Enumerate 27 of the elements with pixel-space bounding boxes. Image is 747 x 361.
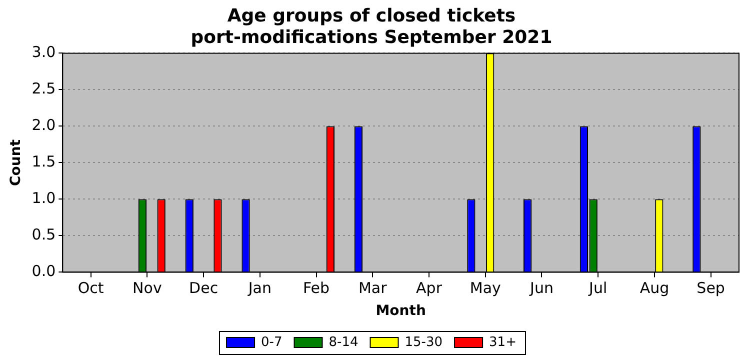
legend-label: 15-30 [404,334,443,350]
x-tick-label: Jan [247,279,272,298]
legend-label: 8-14 [328,334,358,350]
x-tick-label: Apr [416,279,443,298]
chart-title: Age groups of closed tickets [227,5,516,26]
y-tick-label: 0.0 [32,262,56,280]
chart-subtitle: port-modifications September 2021 [190,27,552,48]
x-tick-label: Jun [529,279,554,298]
y-tick-label: 1.0 [32,189,56,208]
x-tick-label: Nov [132,279,162,298]
x-tick-label: Feb [303,279,330,298]
x-axis-title: Month [376,303,426,320]
legend-label: 0-7 [261,334,282,350]
x-tick-label: Aug [640,279,670,298]
legend-label: 31+ [489,334,516,350]
x-tick-label: Oct [78,279,104,298]
y-tick-label: 1.5 [32,152,56,171]
y-axis-title: Count [8,139,24,186]
y-tick-label: 3.0 [32,43,56,62]
y-tick-label: 2.0 [32,116,56,134]
y-tick-label: 2.5 [32,80,56,98]
x-tick-label: Dec [189,279,218,298]
y-tick-label: 0.5 [32,226,56,244]
x-tick-label: May [470,279,501,298]
x-tick-label: Mar [358,279,388,298]
x-tick-label: Sep [696,279,725,298]
x-tick-label: Jul [588,279,608,298]
